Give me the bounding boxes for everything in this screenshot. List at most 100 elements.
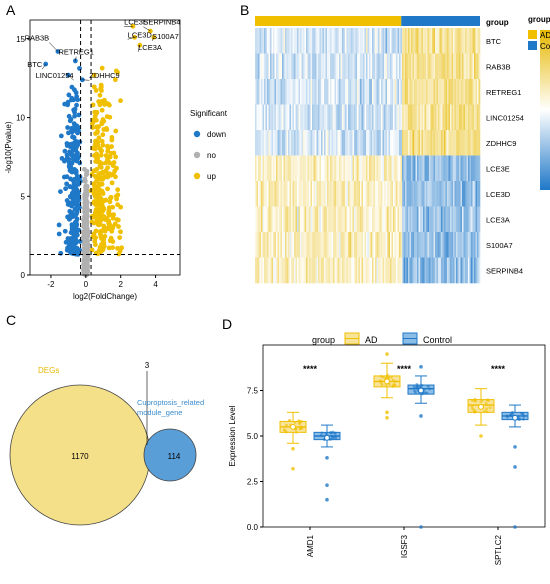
heatmap-cell [345,155,347,182]
heatmap-legend-label: AD [540,31,550,40]
heatmap-cell [426,206,428,233]
volcano-point-no [83,221,88,227]
volcano-point-up [101,225,107,230]
heatmap-cell [370,104,373,131]
panel-label-d: D [222,316,233,332]
heatmap-cell [273,155,275,182]
heatmap-cell [366,104,368,131]
heatmap-cell [442,155,445,182]
heatmap-cell [382,53,385,80]
heatmap-cell [355,104,358,131]
heatmap-cell [379,206,382,233]
heatmap-cell [336,206,338,233]
heatmap-cell [324,130,326,156]
heatmap-cell [387,257,389,284]
heatmap-cell [427,28,430,54]
box-jitter-point [284,430,288,434]
heatmap-cell [411,181,413,207]
heatmap-cell [372,206,374,233]
volcano-point-up [104,215,109,221]
heatmap-cell [466,28,469,54]
heatmap-cell [319,257,322,284]
heatmap-cell [438,232,440,258]
heatmap-cell [265,181,268,207]
heatmap-cell [373,206,376,233]
heatmap-cell [363,181,365,207]
heatmap-cell [300,53,302,80]
heatmap-cell [363,257,365,284]
heatmap-cell [279,181,281,207]
box-SPTLC2-Control [501,404,529,529]
heatmap-cell [447,206,449,233]
heatmap-cell [336,28,338,54]
heatmap-cell [456,28,458,54]
heatmap-cell [396,206,398,233]
heatmap-cell [291,104,293,131]
heatmap-cell [375,104,377,131]
heatmap-cell [255,53,257,80]
heatmap-cell [306,130,308,156]
heatmap-cell [438,130,440,156]
heatmap-cell [388,257,391,284]
heatmap-cell [474,232,476,258]
volcano-point-down [73,139,79,145]
heatmap-cell [330,155,332,182]
heatmap-cell [460,104,463,131]
box-outlier [325,483,329,487]
box-jitter-point [325,432,329,436]
heatmap-cell [459,28,461,54]
heatmap-cell [346,53,349,80]
heatmap-cell [462,232,464,258]
heatmap-cell [340,232,343,258]
heatmap-cell [459,130,461,156]
box-outlier [419,525,423,529]
volcano-point-up [98,148,104,154]
heatmap-cell [327,155,329,182]
heatmap-cell [412,79,415,105]
venn-count-cuproptosis: 114 [168,452,181,461]
volcano-point-up [91,220,97,226]
heatmap-cell [417,155,419,182]
heatmap-cell [354,257,356,284]
heatmap-cell [355,181,358,207]
heatmap-cell [430,155,433,182]
heatmap-cell [259,257,262,284]
heatmap-cell [324,181,326,207]
heatmap-cell [301,155,304,182]
heatmap-cell [385,232,388,258]
heatmap-cell [430,104,433,131]
heatmap-cell [265,130,268,156]
heatmap-cell [382,206,385,233]
heatmap-cell [315,53,317,80]
heatmap-cell [292,181,295,207]
heatmap-cell [348,104,350,131]
heatmap-cell [370,206,373,233]
volcano-legend-label-up: up [207,172,216,181]
heatmap-cell [283,181,286,207]
heatmap-cell [259,232,262,258]
heatmap-cell [298,232,301,258]
heatmap-cell [426,155,428,182]
heatmap-cell [268,130,271,156]
box-jitter-point [294,430,298,434]
volcano-point-up [89,121,95,127]
heatmap-cell [439,53,442,80]
heatmap-cell [349,79,352,105]
heatmap-cell [433,28,436,54]
heatmap-cell [453,53,455,80]
volcano-gene-label: S100A7 [152,32,179,41]
heatmap-cell [342,79,344,105]
heatmap-cell [343,155,346,182]
heatmap-cell [357,130,359,156]
heatmap-cell [456,130,458,156]
heatmap-cell [387,53,389,80]
heatmap-cell [301,181,304,207]
heatmap-cell [319,206,322,233]
heatmap-cell [325,53,328,80]
heatmap-cell [312,130,314,156]
heatmap-cell [369,28,371,54]
volcano-gene-label: LCE3D [128,30,153,39]
volcano-point-down [68,184,73,190]
heatmap-cell [406,79,409,105]
heatmap-cell [342,155,344,182]
